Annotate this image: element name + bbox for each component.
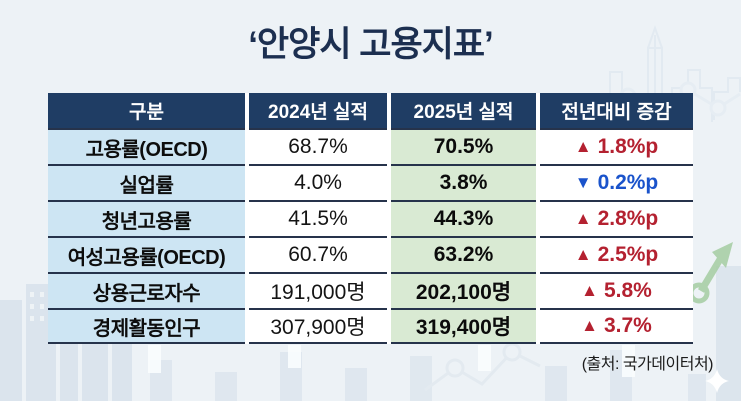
value-2025: 3.8%: [391, 164, 536, 200]
row-label: 실업률: [48, 164, 245, 200]
polyline-nodes-decoration: [424, 342, 541, 392]
up-triangle-icon: ▲: [574, 209, 592, 228]
sparkle-icon: [705, 369, 729, 393]
value-2025: 202,100명: [391, 272, 536, 308]
change-value: 2.5%p: [597, 243, 659, 266]
white-bars-decoration: [148, 345, 635, 377]
value-change: ▲ 1.8%p: [540, 128, 693, 164]
row-label: 청년고용률: [48, 200, 245, 236]
column-header-2024: 2024년 실적: [249, 93, 387, 128]
up-triangle-icon: ▲: [574, 245, 592, 264]
value-2025: 319,400명: [391, 308, 536, 344]
value-change: ▲ 2.8%p: [540, 200, 693, 236]
column-header-category: 구분: [48, 93, 245, 128]
change-value: 3.7%: [603, 314, 652, 337]
value-change: ▼ 0.2%p: [540, 164, 693, 200]
value-2024: 68.7%: [249, 128, 387, 164]
value-2025: 44.3%: [391, 200, 536, 236]
value-2025: 70.5%: [391, 128, 536, 164]
value-2024: 41.5%: [249, 200, 387, 236]
row-label: 경제활동인구: [48, 308, 245, 344]
change-value: 1.8%p: [597, 135, 659, 158]
page-title: ‘안양시 고용지표’: [248, 25, 494, 64]
column-header-yoy-change: 전년대비 증감: [540, 93, 693, 128]
up-triangle-icon: ▲: [581, 316, 598, 335]
value-2024: 307,900명: [249, 308, 387, 344]
value-change: ▲ 3.7%: [540, 308, 693, 344]
change-value: 5.8%: [603, 279, 652, 302]
row-label: 고용률(OECD): [48, 128, 245, 164]
value-change: ▲ 2.5%p: [540, 236, 693, 272]
value-2025: 63.2%: [391, 236, 536, 272]
column-header-2025: 2025년 실적: [391, 93, 536, 128]
up-triangle-icon: ▲: [574, 137, 592, 156]
employment-table: 구분 2024년 실적 2025년 실적 전년대비 증감 고용률(OECD) 6…: [48, 93, 693, 344]
value-change: ▲ 5.8%: [540, 272, 693, 308]
row-label: 여성고용률(OECD): [48, 236, 245, 272]
change-value: 2.8%p: [597, 207, 659, 230]
source-note: (출처: 국가데이터처): [581, 356, 714, 373]
row-label: 상용근로자수: [48, 272, 245, 308]
up-triangle-icon: ▲: [581, 281, 598, 300]
down-triangle-icon: ▼: [574, 173, 592, 192]
value-2024: 4.0%: [249, 164, 387, 200]
value-2024: 60.7%: [249, 236, 387, 272]
change-value: 0.2%p: [597, 171, 659, 194]
value-2024: 191,000명: [249, 272, 387, 308]
